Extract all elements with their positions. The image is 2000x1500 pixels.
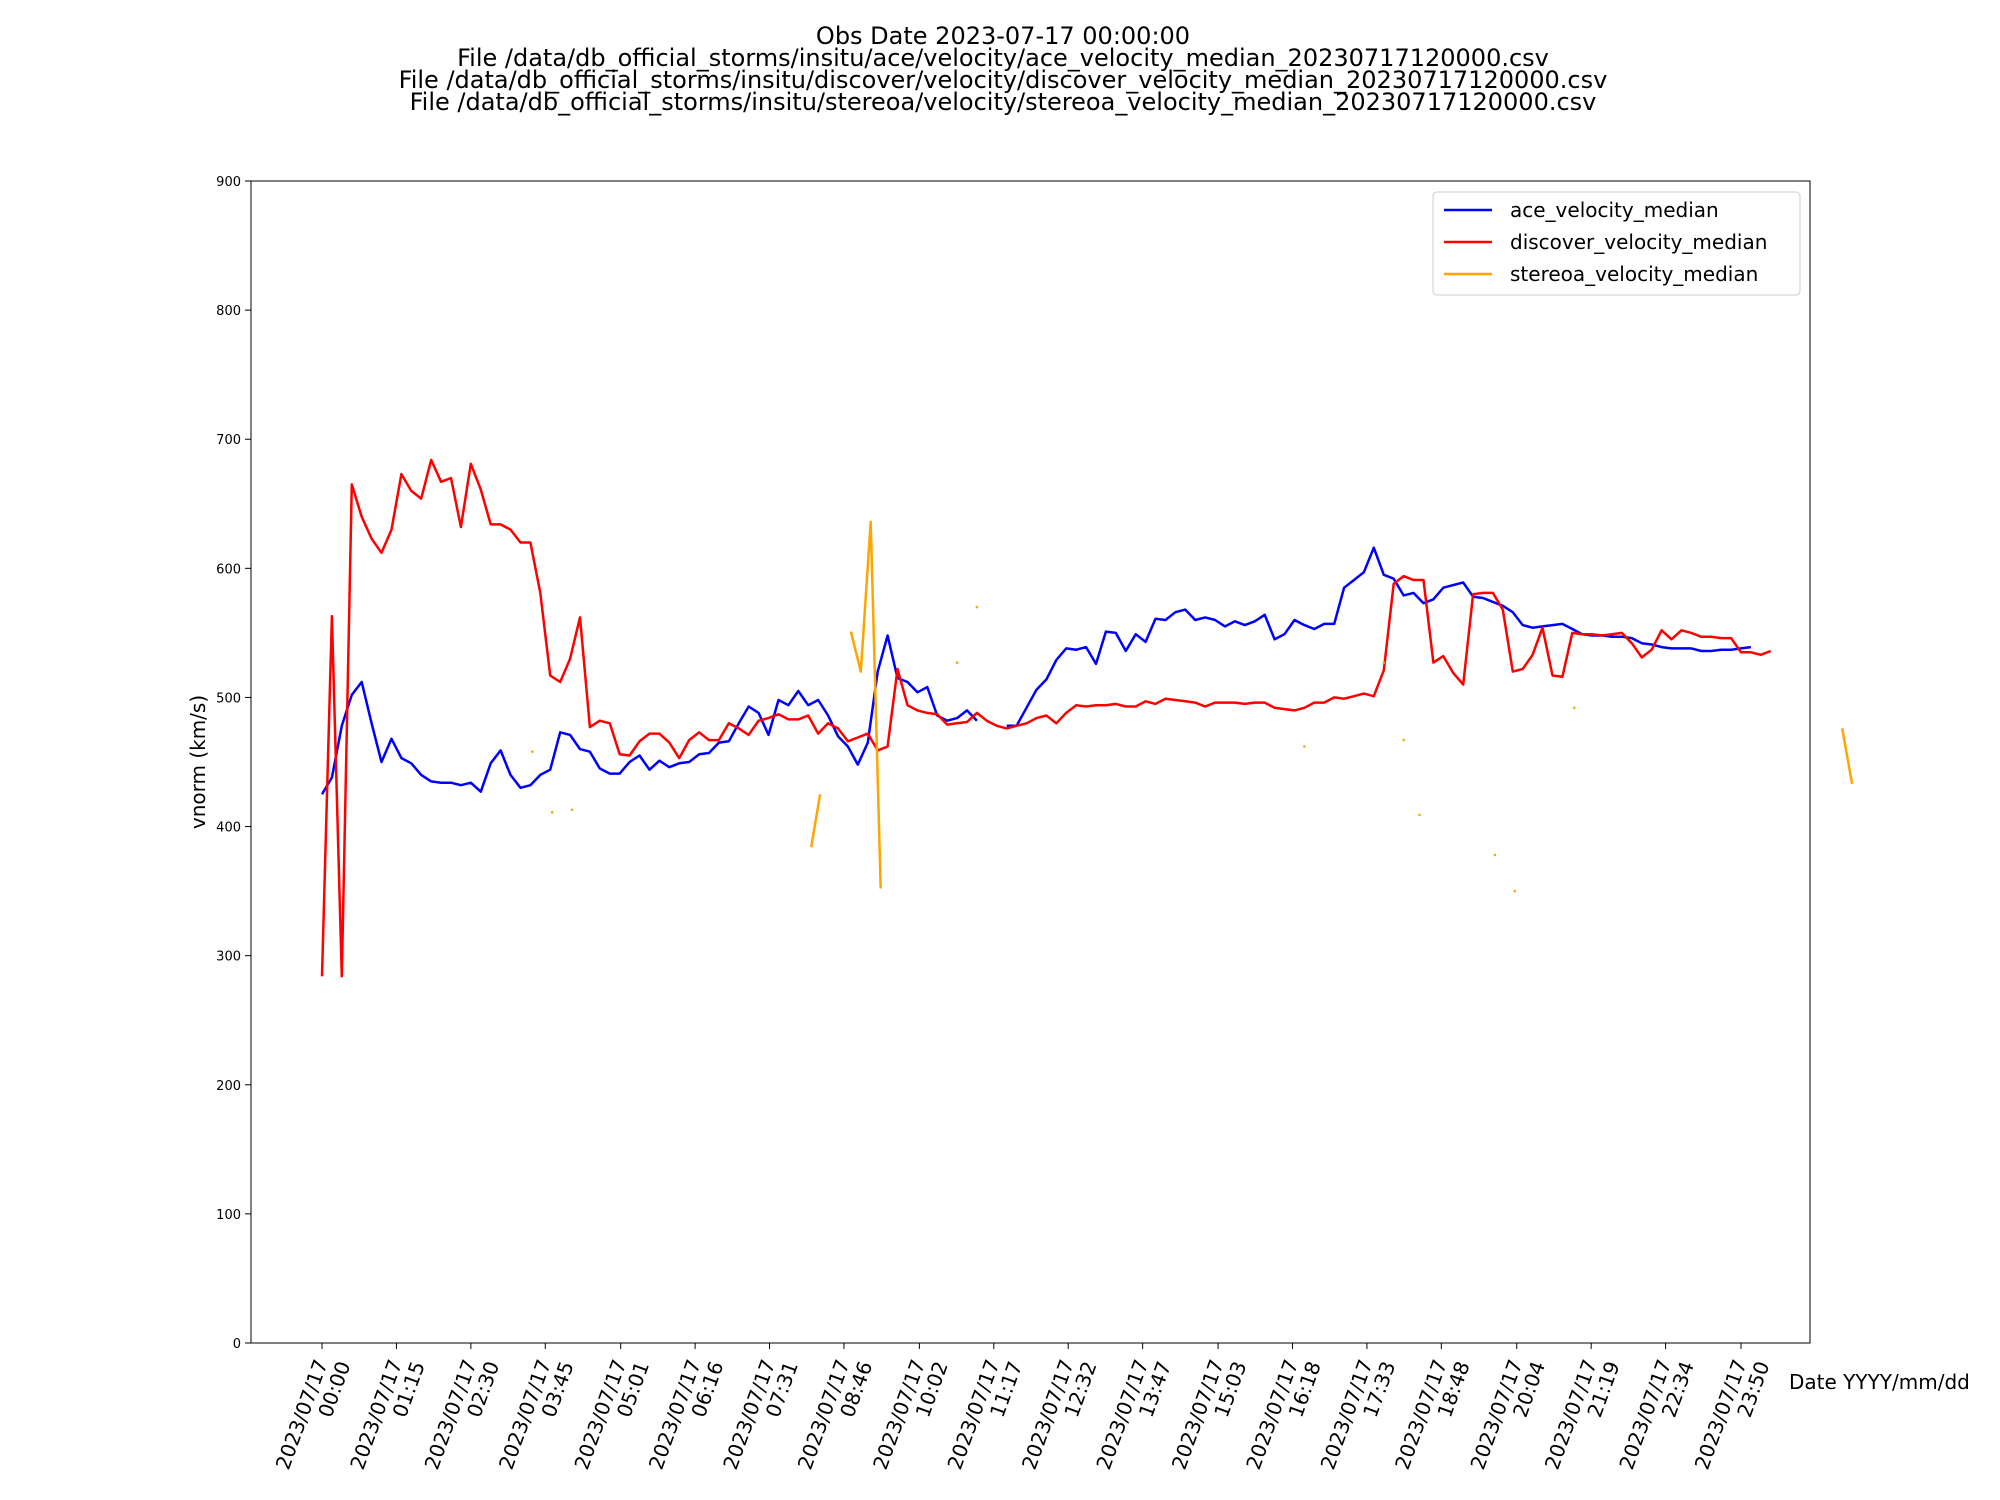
y-axis: 0 100 200 300 400 500 600 700 800 900 <box>216 175 251 1352</box>
x-axis-label: Date YYYY/mm/dd <box>1789 1370 1970 1394</box>
x-tick-label-14: 2023/07/1717:33 <box>1316 1351 1401 1481</box>
series-lines <box>320 458 1854 978</box>
legend-box <box>1432 191 1801 296</box>
stereoa_velocity_median-point-2 <box>570 808 574 812</box>
stereoa_velocity_median-point-7 <box>1402 738 1405 742</box>
stereoa_velocity_median-point-0 <box>531 750 534 753</box>
legend-label-discover_velocity_median: discover_velocity_median <box>1510 230 1767 254</box>
y-tick-label-0: 0 <box>233 1337 241 1352</box>
x-axis: 2023/07/1700:002023/07/1701:152023/07/17… <box>271 1343 1775 1481</box>
x-tick-label-18: 2023/07/1722:34 <box>1614 1351 1699 1481</box>
x-tick-label-3: 2023/07/1703:45 <box>494 1351 579 1481</box>
stereoa_velocity_median-point-4 <box>975 605 979 609</box>
x-tick-label-0: 2023/07/1700:00 <box>271 1351 356 1481</box>
title-file-ace: File /data/db_official_storms/insitu/ace… <box>457 44 1549 72</box>
title-file-discover: File /data/db_official_storms/insitu/dis… <box>398 66 1608 94</box>
x-tick-label-13: 2023/07/1716:18 <box>1241 1351 1326 1481</box>
stereoa_velocity_median-point-5 <box>1303 745 1306 748</box>
title-file-stereoa: File /data/db_official_storms/insitu/ste… <box>409 88 1597 116</box>
y-tick-label-500: 500 <box>216 691 241 706</box>
ace_velocity_median-line-0 <box>320 634 978 795</box>
stereoa_velocity_median-line-0 <box>809 794 822 848</box>
legend-label-ace_velocity_median: ace_velocity_median <box>1510 198 1719 222</box>
x-tick-label-11: 2023/07/1713:47 <box>1091 1351 1176 1481</box>
x-tick-label-19: 2023/07/1723:50 <box>1690 1351 1775 1481</box>
y-tick-label-600: 600 <box>216 562 241 577</box>
x-tick-label-6: 2023/07/1707:31 <box>718 1351 803 1481</box>
stereoa_velocity_median-point-6 <box>1382 661 1386 664</box>
stereoa_velocity_median-point-11 <box>1572 706 1576 710</box>
discover_velocity_median-line-0 <box>320 458 1772 978</box>
title-obs-date: Obs Date 2023-07-17 00:00:00 <box>815 22 1191 50</box>
plot-frame <box>250 180 1811 1344</box>
stereoa_velocity_median-point-8 <box>1418 813 1421 817</box>
x-tick-label-17: 2023/07/1721:19 <box>1540 1351 1625 1481</box>
legend-label-stereoa_velocity_median: stereoa_velocity_median <box>1510 262 1758 286</box>
x-tick-label-9: 2023/07/1711:17 <box>942 1351 1027 1481</box>
x-tick-label-16: 2023/07/1720:04 <box>1465 1351 1550 1481</box>
y-tick-label-700: 700 <box>216 433 241 448</box>
y-tick-label-300: 300 <box>216 950 241 965</box>
x-tick-label-4: 2023/07/1705:01 <box>569 1351 654 1481</box>
x-tick-label-8: 2023/07/1710:02 <box>868 1351 953 1481</box>
x-tick-label-2: 2023/07/1702:30 <box>420 1351 505 1481</box>
stereoa_velocity_median-point-9 <box>1493 853 1497 857</box>
x-tick-label-7: 2023/07/1708:46 <box>793 1351 878 1481</box>
y-tick-label-800: 800 <box>216 304 241 319</box>
y-axis-label: vnorm (km/s) <box>186 695 210 829</box>
stereoa_velocity_median-point-10 <box>1513 889 1517 893</box>
y-tick-label-400: 400 <box>216 821 241 836</box>
stereoa_velocity_median-line-1 <box>849 520 882 889</box>
x-tick-label-12: 2023/07/1715:03 <box>1167 1351 1252 1481</box>
x-tick-label-5: 2023/07/1706:16 <box>644 1351 729 1481</box>
stereoa_velocity_median-point-3 <box>955 661 959 664</box>
ace_velocity_median-line-1 <box>1006 546 1752 728</box>
stereoa_velocity_median-line-2 <box>1840 728 1854 785</box>
y-tick-label-900: 900 <box>216 175 241 190</box>
x-tick-label-10: 2023/07/1712:32 <box>1017 1351 1102 1481</box>
x-tick-label-15: 2023/07/1718:48 <box>1390 1351 1475 1481</box>
y-tick-label-200: 200 <box>216 1079 241 1094</box>
x-tick-label-1: 2023/07/1701:15 <box>345 1351 430 1481</box>
stereoa_velocity_median-point-1 <box>550 811 554 814</box>
y-tick-label-100: 100 <box>216 1208 241 1223</box>
legend: ace_velocity_median discover_velocity_med… <box>1432 191 1801 296</box>
